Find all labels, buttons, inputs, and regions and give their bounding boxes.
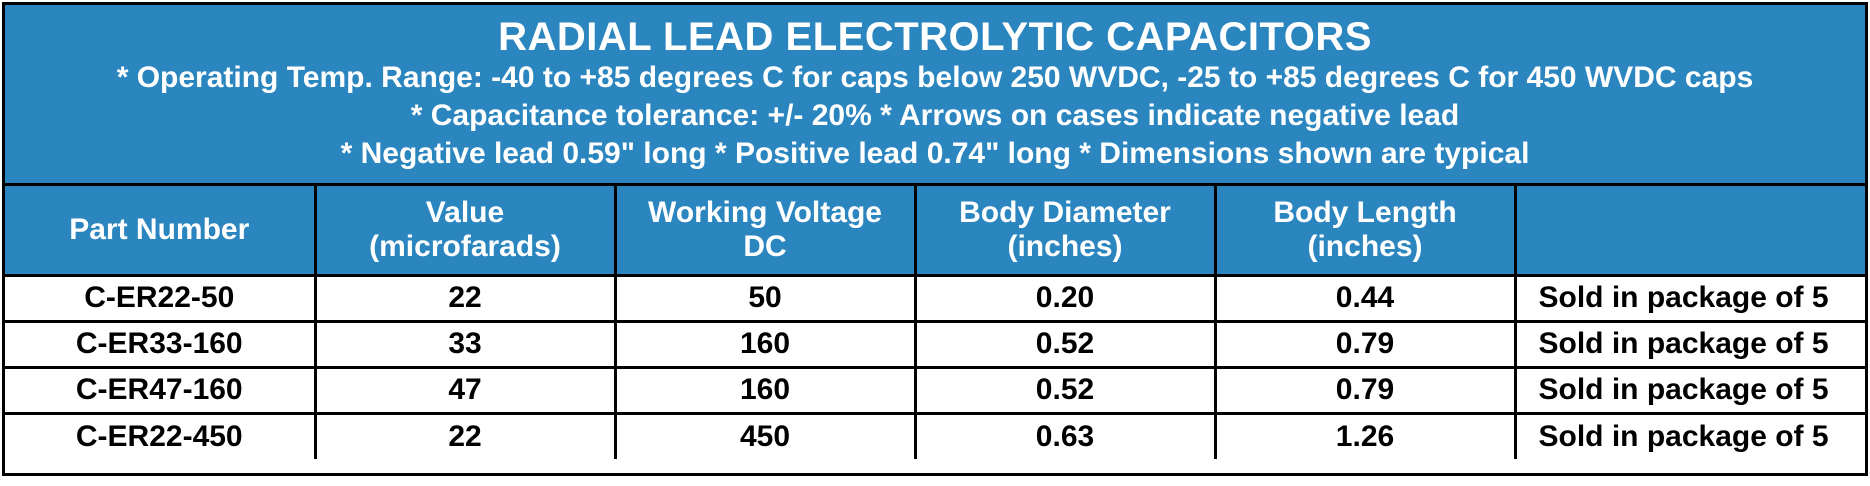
cell-diameter: 0.63 xyxy=(915,413,1217,459)
cell-voltage: 160 xyxy=(615,367,917,415)
cell-package: Sold in package of 5 xyxy=(1515,321,1865,369)
column-header-label: Part Number xyxy=(69,212,250,246)
table-header-row: Part Number Value (microfarads) Working … xyxy=(5,186,1865,277)
column-header-unit: (microfarads) xyxy=(369,229,561,263)
cell-voltage: 50 xyxy=(615,275,917,323)
column-header-working-voltage: Working Voltage DC xyxy=(615,186,917,277)
cell-voltage: 450 xyxy=(615,413,917,459)
cell-value: 22 xyxy=(315,413,617,459)
cell-value: 22 xyxy=(315,275,617,323)
cell-value: 47 xyxy=(315,367,617,415)
note-capacitance-tolerance: * Capacitance tolerance: +/- 20% * Arrow… xyxy=(410,99,1460,132)
column-header-part-number: Part Number xyxy=(5,186,317,277)
column-header-package xyxy=(1515,186,1865,277)
cell-value: 33 xyxy=(315,321,617,369)
capacitor-table: Part Number Value (microfarads) Working … xyxy=(5,186,1865,459)
table-row: C-ER47-160 47 160 0.52 0.79 Sold in pack… xyxy=(5,367,1865,415)
cell-part-number: C-ER22-450 xyxy=(5,413,317,459)
column-header-label: Body Length xyxy=(1273,195,1457,229)
cell-voltage: 160 xyxy=(615,321,917,369)
column-header-body-diameter: Body Diameter (inches) xyxy=(915,186,1217,277)
column-header-label: Working Voltage xyxy=(648,195,882,229)
cell-package: Sold in package of 5 xyxy=(1515,367,1865,415)
cell-part-number: C-ER33-160 xyxy=(5,321,317,369)
column-header-unit: (inches) xyxy=(1007,229,1123,263)
cell-part-number: C-ER47-160 xyxy=(5,367,317,415)
column-header-unit: (inches) xyxy=(1307,229,1423,263)
table-row: C-ER22-450 22 450 0.63 1.26 Sold in pack… xyxy=(5,413,1865,459)
table-row: C-ER33-160 33 160 0.52 0.79 Sold in pack… xyxy=(5,321,1865,369)
note-lead-lengths: * Negative lead 0.59" long * Positive le… xyxy=(340,137,1530,170)
cell-package: Sold in package of 5 xyxy=(1515,413,1865,459)
cell-part-number: C-ER22-50 xyxy=(5,275,317,323)
column-header-label: Value xyxy=(425,195,505,229)
cell-diameter: 0.52 xyxy=(915,321,1217,369)
table-row: C-ER22-50 22 50 0.20 0.44 Sold in packag… xyxy=(5,275,1865,323)
column-header-label: Body Diameter xyxy=(959,195,1171,229)
cell-diameter: 0.52 xyxy=(915,367,1217,415)
cell-length: 0.79 xyxy=(1215,367,1517,415)
page-title: RADIAL LEAD ELECTROLYTIC CAPACITORS xyxy=(498,15,1372,59)
note-operating-temp: * Operating Temp. Range: -40 to +85 degr… xyxy=(116,61,1754,94)
cell-length: 1.26 xyxy=(1215,413,1517,459)
capacitor-spec-sheet: RADIAL LEAD ELECTROLYTIC CAPACITORS * Op… xyxy=(2,2,1868,476)
cell-length: 0.44 xyxy=(1215,275,1517,323)
cell-length: 0.79 xyxy=(1215,321,1517,369)
cell-package: Sold in package of 5 xyxy=(1515,275,1865,323)
spec-header: RADIAL LEAD ELECTROLYTIC CAPACITORS * Op… xyxy=(5,5,1865,186)
cell-diameter: 0.20 xyxy=(915,275,1217,323)
column-header-body-length: Body Length (inches) xyxy=(1215,186,1517,277)
column-header-value: Value (microfarads) xyxy=(315,186,617,277)
column-header-unit: DC xyxy=(743,229,787,263)
